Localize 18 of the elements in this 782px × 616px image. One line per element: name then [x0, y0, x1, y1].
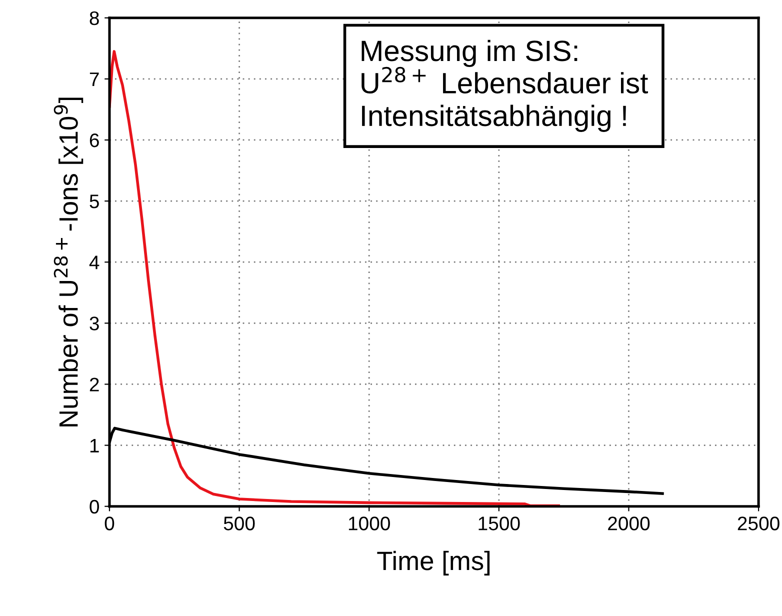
- x-tick-label: 2500: [738, 516, 780, 530]
- y-tick-label: 7: [90, 72, 99, 86]
- x-tick-label: 0: [104, 516, 114, 530]
- x-tick-label: 1000: [348, 516, 390, 530]
- x-tick-label: 1500: [478, 516, 520, 530]
- y-tick-label: 3: [90, 316, 99, 330]
- y-tick-label: 6: [90, 133, 99, 148]
- x-axis-title: Time [ms]: [377, 550, 490, 576]
- x-tick-label: 2000: [608, 516, 650, 530]
- x-tick-label: 500: [224, 516, 255, 530]
- y-tick-label: 1: [90, 438, 99, 452]
- y-axis-title: Number of U$^{28+}$-Ions [x10$^{9}$]: [54, 98, 84, 426]
- y-tick-label: 8: [90, 11, 99, 26]
- y-tick-label: 2: [90, 378, 99, 392]
- y-tick-label: 4: [89, 256, 100, 270]
- y-tick-label: 0: [90, 500, 99, 514]
- annotation: Messung im SIS: U$^{28+}$ Lebensdauer ist Intensitätsabhängig !: [362, 40, 648, 132]
- y-tick-label: 5: [90, 194, 99, 208]
